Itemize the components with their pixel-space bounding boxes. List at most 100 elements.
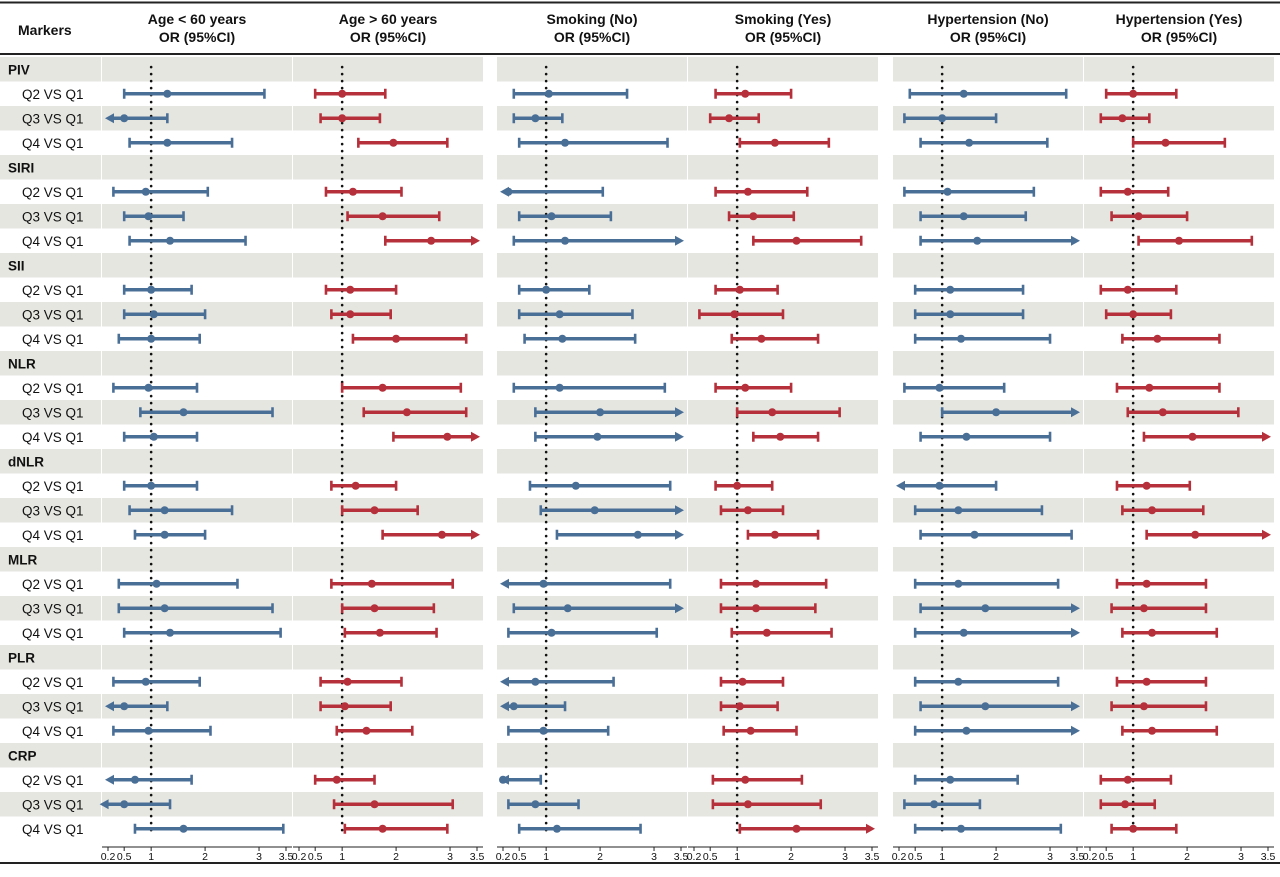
point-estimate [166,236,175,245]
point-estimate [144,212,153,221]
comparison-label: Q3 VS Q1 [22,405,84,420]
point-estimate [633,530,642,539]
reference-lines [149,65,1135,839]
markers-header: Markers [18,22,72,38]
point-estimate [571,481,580,490]
point-estimate [735,702,744,711]
point-estimate [531,114,540,123]
row-band [293,155,483,180]
comparison-label: Q2 VS Q1 [22,87,84,102]
row-band [102,253,292,278]
tick-label: 0.5 [512,851,527,863]
point-estimate [1121,800,1130,809]
point-estimate [179,408,188,417]
ci-arrow-right [471,529,480,540]
comparison-label: Q3 VS Q1 [22,699,84,714]
row-band [0,694,101,719]
point-estimate [752,579,761,588]
row-band [688,449,878,474]
row-band [0,106,101,131]
ci-arrow-left [896,480,905,491]
point-estimate [1118,114,1127,123]
point-estimate [1148,628,1157,637]
comparison-label: Q2 VS Q1 [22,283,84,298]
subgroup-title: Age < 60 years [148,11,247,27]
tick-label: 2 [202,851,208,863]
point-estimate [343,677,352,686]
row-band [893,253,1083,278]
point-estimate [378,383,387,392]
row-band [102,351,292,376]
subgroup-measure: OR (95%CI) [554,29,630,45]
tick-label: 0.2 [892,851,907,863]
point-estimate [770,530,779,539]
comparison-label: Q4 VS Q1 [22,822,84,837]
point-estimate [509,702,518,711]
point-estimate [792,236,801,245]
point-estimate [1129,310,1138,319]
row-band [1084,351,1274,376]
point-estimate [957,334,966,343]
point-estimate [179,824,188,833]
point-estimate [375,628,384,637]
x-axis: 0.2 0.5 1 2 3 3.5 [101,846,293,863]
ci-arrow-right [1071,725,1080,736]
ci-arrow-right [1071,407,1080,418]
ci-arrow-right [675,235,684,246]
point-estimate [346,310,355,319]
tick-label: 0.5 [308,851,323,863]
row-band [1084,645,1274,670]
marker-name: PIV [8,62,30,77]
point-estimate [427,236,436,245]
marker-name: SIRI [8,160,34,175]
ci-arrow-left [500,701,509,712]
row-band [293,351,483,376]
ci-arrow-right [1071,627,1080,638]
point-estimate [1142,677,1151,686]
point-estimate [552,824,561,833]
subgroup-title: Hypertension (Yes) [1116,11,1243,27]
ci-arrow-left [500,578,509,589]
point-estimate [757,334,766,343]
point-estimate [930,800,939,809]
point-estimate [946,285,955,294]
tick-label: 2 [788,851,794,863]
point-estimate [402,408,411,417]
point-estimate [725,114,734,123]
point-estimate [1139,702,1148,711]
row-band [102,645,292,670]
tick-label: 1 [339,851,345,863]
tick-label: 3 [842,851,848,863]
comparison-label: Q4 VS Q1 [22,626,84,641]
marker-name: CRP [8,748,37,763]
point-estimate [362,726,371,735]
point-estimate [141,187,150,196]
point-estimate [1188,432,1197,441]
x-axis: 0.2 0.5 1 2 3 3.5 [292,846,484,863]
tick-label: 0.2 [292,851,307,863]
comparison-label: Q4 VS Q1 [22,430,84,445]
row-band [1084,743,1274,768]
comparison-label: Q4 VS Q1 [22,724,84,739]
tick-label: 1 [148,851,154,863]
comparison-label: Q2 VS Q1 [22,675,84,690]
point-estimate [160,506,169,515]
tick-label: 0.2 [496,851,511,863]
point-estimate [1123,285,1132,294]
tick-label: 3 [1238,851,1244,863]
comparison-label: Q4 VS Q1 [22,332,84,347]
point-estimate [730,310,739,319]
tick-label: 3.5 [674,851,689,863]
row-band [293,645,483,670]
point-estimate [752,604,761,613]
point-estimate [590,506,599,515]
x-axis: 0.2 0.5 1 2 3 3.5 [1083,846,1275,863]
comparison-label: Q3 VS Q1 [22,111,84,126]
point-estimate [1145,383,1154,392]
point-estimate [539,579,548,588]
point-estimate [152,579,161,588]
point-estimate [147,481,156,490]
subgroup-measure: OR (95%CI) [950,29,1026,45]
point-estimate [1139,604,1148,613]
point-estimate [593,432,602,441]
